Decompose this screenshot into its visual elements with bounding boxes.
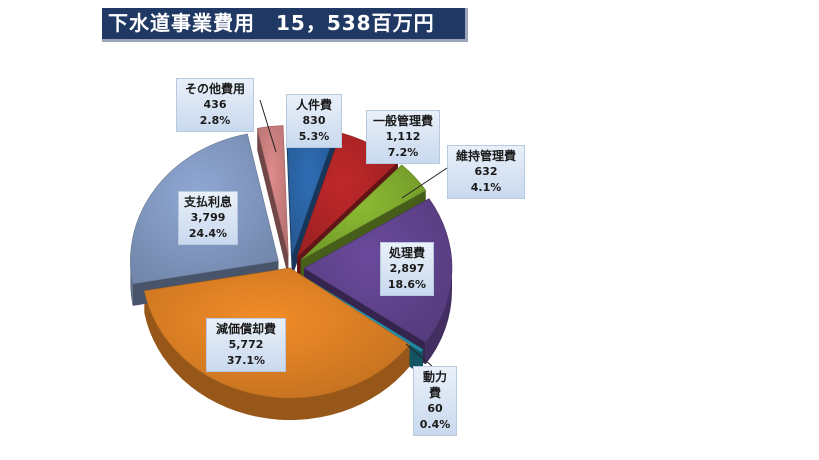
slice-percent: 0.4% (419, 418, 451, 431)
slice-percent: 24.4% (188, 227, 228, 240)
slice-value: 632 (474, 165, 498, 178)
slice-value: 5,772 (228, 338, 264, 351)
slice-percent: 2.8% (199, 114, 231, 127)
leader-line-2 (401, 167, 448, 199)
slice-label-1: 一般管理費 1,112 7.2% (366, 110, 440, 164)
chart-title: 下水道事業費用 15，538百万円 (102, 8, 468, 42)
slice-value: 1,112 (385, 130, 421, 143)
slice-name: 動力費 (422, 370, 447, 400)
slice-name: 維持管理費 (455, 149, 516, 163)
slice-side-3 (425, 268, 452, 365)
slice-label-7: その他費用 436 2.8% (176, 78, 254, 132)
slice-percent: 37.1% (226, 354, 266, 367)
slice-value: 436 (203, 98, 227, 111)
slice-label-0: 人件費 830 5.3% (286, 94, 342, 148)
slice-percent: 5.3% (298, 130, 330, 143)
slice-name: 処理費 (388, 246, 425, 260)
slice-label-6: 支払利息 3,799 24.4% (178, 191, 238, 245)
slice-percent: 18.6% (387, 278, 427, 291)
slice-name: 支払利息 (183, 195, 232, 209)
leader-line-4 (405, 343, 433, 367)
slice-name: その他費用 (184, 82, 245, 96)
slice-value: 830 (302, 114, 326, 127)
slice-value: 3,799 (190, 211, 226, 224)
leader-line-7 (259, 99, 277, 153)
slice-3 (303, 198, 453, 343)
slice-percent: 7.2% (387, 146, 419, 159)
slice-label-4: 動力費 60 0.4% (413, 366, 457, 436)
slice-side-6 (130, 260, 133, 306)
slice-name: 減価償却費 (215, 322, 276, 336)
slice-label-2: 維持管理費 632 4.1% (447, 145, 525, 199)
slice-value: 2,897 (389, 262, 425, 275)
slice-value: 60 (427, 402, 443, 415)
slice-name: 人件費 (295, 98, 332, 112)
slice-percent: 4.1% (470, 181, 502, 194)
slice-label-5: 減価償却費 5,772 37.1% (206, 318, 286, 372)
slice-name: 一般管理費 (372, 114, 433, 128)
slice-7 (256, 125, 289, 256)
slice-side-5 (144, 290, 410, 421)
slice-label-3: 処理費 2,897 18.6% (380, 242, 434, 296)
slice-2 (300, 164, 427, 261)
slice-cut-7-0 (257, 128, 289, 278)
